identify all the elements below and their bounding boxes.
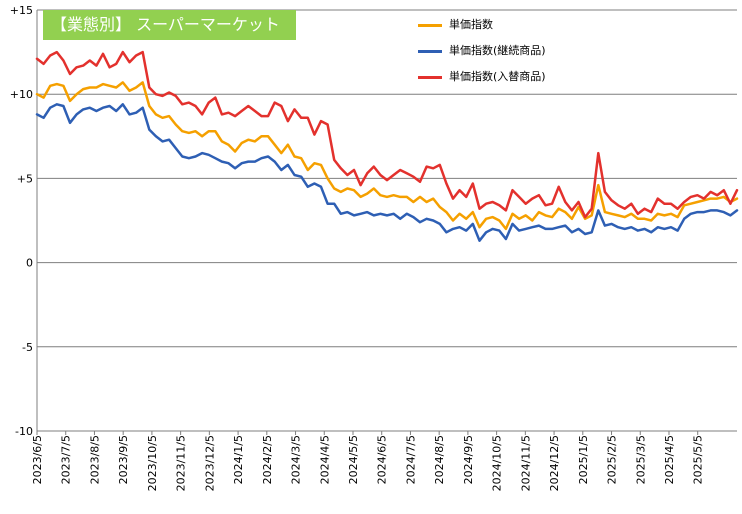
series-line-2 xyxy=(35,50,739,219)
legend-item-continuing-items: 単価指数(継続商品) xyxy=(418,40,658,66)
y-tick-label: 0 xyxy=(26,257,33,270)
y-tick-label: -5 xyxy=(22,341,33,354)
x-tick-label: 2023/11/5 xyxy=(175,435,188,491)
legend-label: 単価指数(継続商品) xyxy=(449,44,546,57)
x-tick-label: 2025/2/5 xyxy=(606,435,619,484)
x-tick-label: 2024/11/5 xyxy=(519,435,532,491)
x-tick-label: 2025/1/5 xyxy=(577,435,590,484)
x-tick-label: 2024/7/5 xyxy=(404,435,417,484)
legend-label: 単価指数 xyxy=(449,18,493,31)
series-line-0 xyxy=(35,81,739,231)
x-tick-label: 2024/1/5 xyxy=(232,435,245,484)
legend-label: 単価指数(入替商品) xyxy=(449,70,546,83)
y-tick-label: +10 xyxy=(10,88,33,101)
x-tick-label: 2024/10/5 xyxy=(491,435,504,491)
x-tick-label: 2023/8/5 xyxy=(88,435,101,484)
x-tick-label: 2024/9/5 xyxy=(462,435,475,484)
x-tick-label: 2023/7/5 xyxy=(60,435,73,484)
x-tick-label: 2025/4/5 xyxy=(663,435,676,484)
x-tick-label: 2024/5/5 xyxy=(347,435,360,484)
y-tick-label: +15 xyxy=(10,4,33,17)
x-tick-label: 2024/6/5 xyxy=(376,435,389,484)
legend-swatch-unit-price-index xyxy=(418,24,442,27)
x-tick-label: 2023/12/5 xyxy=(203,435,216,491)
x-tick-label: 2024/2/5 xyxy=(261,435,274,484)
legend-swatch-replaced-items xyxy=(418,76,442,79)
series-line-1 xyxy=(35,103,739,242)
x-tick-label: 2023/6/5 xyxy=(31,435,44,484)
legend-item-replaced-items: 単価指数(入替商品) xyxy=(418,66,658,92)
x-tick-label: 2025/3/5 xyxy=(634,435,647,484)
x-tick-label: 2023/10/5 xyxy=(146,435,159,491)
x-tick-label: 2023/9/5 xyxy=(117,435,130,484)
legend-swatch-continuing-items xyxy=(418,50,442,53)
y-tick-label: -10 xyxy=(15,425,33,438)
legend-item-unit-price-index: 単価指数 xyxy=(418,14,658,40)
x-tick-label: 2024/12/5 xyxy=(548,435,561,491)
x-tick-label: 2024/8/5 xyxy=(433,435,446,484)
series-lines xyxy=(35,50,739,242)
x-tick-label: 2025/5/5 xyxy=(692,435,705,484)
grid-lines xyxy=(37,9,737,432)
legend: 単価指数 単価指数(継続商品) 単価指数(入替商品) xyxy=(418,14,658,92)
x-tick-label: 2024/4/5 xyxy=(318,435,331,484)
x-tick-label: 2024/3/5 xyxy=(290,435,303,484)
y-tick-label: +5 xyxy=(17,172,33,185)
chart-title: 【業態別】 スーパーマーケット xyxy=(43,10,296,40)
